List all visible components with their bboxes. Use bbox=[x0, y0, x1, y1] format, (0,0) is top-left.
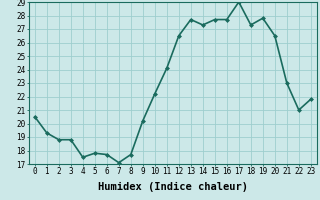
X-axis label: Humidex (Indice chaleur): Humidex (Indice chaleur) bbox=[98, 182, 248, 192]
